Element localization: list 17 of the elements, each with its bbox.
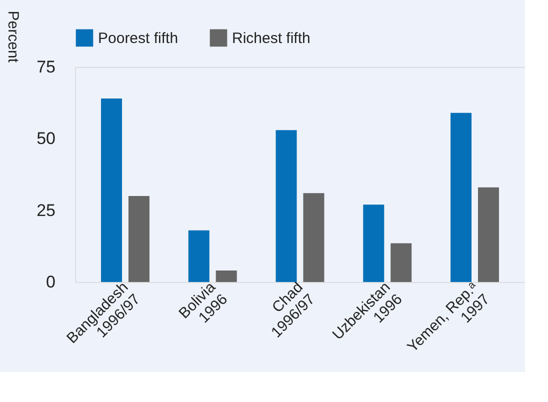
bar: [188, 230, 210, 282]
bar: [390, 243, 412, 282]
legend-label: Richest fifth: [232, 30, 310, 47]
bar: [303, 193, 324, 282]
bar: [276, 130, 297, 282]
y-axis-title: Percent: [4, 10, 22, 64]
y-tick-label: 75: [36, 58, 56, 76]
legend-label: Poorest fifth: [98, 30, 178, 47]
y-tick-label: 0: [46, 272, 56, 292]
bar: [478, 187, 499, 282]
bar: [363, 204, 384, 282]
y-tick-label: 50: [36, 129, 56, 148]
bar: [216, 270, 237, 282]
bar: [450, 112, 472, 282]
bar: [128, 196, 150, 282]
y-tick-label: 25: [36, 200, 56, 220]
bar: [101, 98, 122, 282]
